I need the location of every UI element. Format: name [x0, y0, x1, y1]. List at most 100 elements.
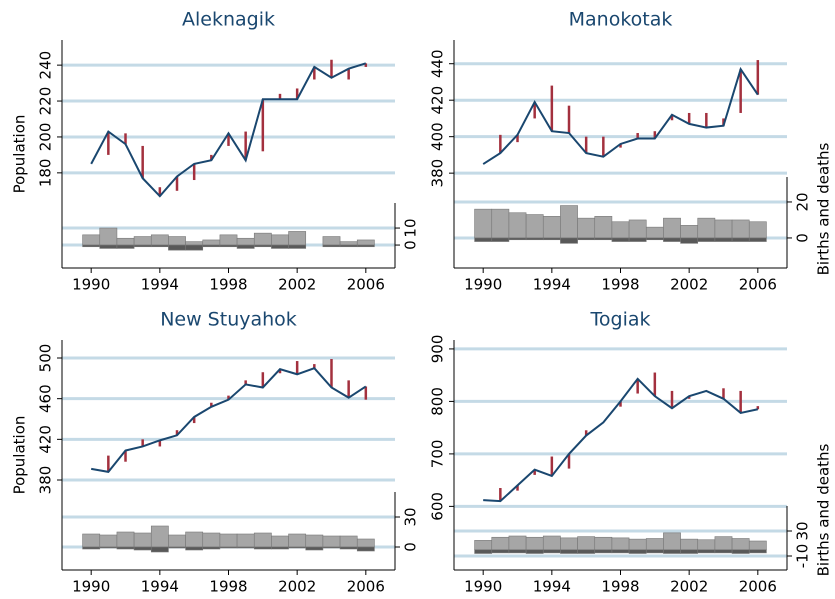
bar: [542, 549, 561, 554]
bar: [731, 549, 750, 554]
population-line: [90, 62, 367, 198]
y2-tick-label: 10: [402, 218, 420, 237]
x-tick-label: 2002: [670, 276, 708, 294]
bar: [322, 244, 341, 248]
bar: [474, 540, 493, 551]
bar: [474, 237, 493, 242]
x-tick-label: 1998: [601, 276, 639, 294]
x-tick-label: 1998: [209, 578, 247, 596]
bar: [150, 234, 169, 246]
x-tick-label: 2002: [278, 276, 316, 294]
bar: [697, 217, 716, 239]
bar: [508, 549, 527, 554]
bar: [748, 221, 767, 239]
y-tick-label: 240: [37, 51, 55, 80]
bar: [82, 234, 101, 246]
y2-tick-label: 0: [402, 542, 420, 552]
bar: [714, 536, 733, 551]
bar: [133, 236, 152, 246]
y-tick-label: 400: [429, 122, 447, 151]
bar: [663, 549, 681, 554]
panel-title: Aleknagik: [182, 9, 275, 31]
bar: [150, 244, 169, 248]
bar: [714, 219, 733, 239]
bar: [645, 538, 664, 551]
bar: [185, 241, 204, 246]
x-tick-label: 1990: [72, 276, 110, 294]
bar: [491, 237, 510, 242]
bar: [748, 540, 767, 551]
bar: [731, 219, 750, 239]
bar: [219, 533, 238, 548]
y2-tick-label: 20: [794, 192, 812, 211]
y-tick-label: 440: [429, 49, 447, 78]
bar: [645, 226, 664, 239]
x-tick-label: 1994: [141, 276, 179, 294]
bar: [219, 546, 238, 549]
bar: [714, 549, 733, 554]
bar: [339, 241, 358, 246]
population-line: [91, 366, 367, 473]
bar: [748, 237, 767, 242]
bar: [82, 244, 101, 248]
bar: [356, 538, 375, 548]
bar: [219, 234, 238, 246]
y-tick-label: 600: [429, 492, 447, 521]
y-tick-label: 800: [429, 387, 447, 416]
bar: [611, 549, 630, 554]
y2-axis-label: Births and deaths: [815, 142, 833, 275]
bar: [168, 236, 186, 246]
bar: [680, 237, 699, 244]
y-tick-label: 500: [37, 344, 55, 373]
bar: [663, 237, 681, 242]
bar: [99, 244, 118, 249]
bar: [577, 237, 596, 241]
bar: [99, 546, 118, 549]
bar: [645, 237, 664, 241]
bar: [116, 546, 135, 550]
bar: [202, 239, 221, 246]
bar: [133, 546, 152, 551]
bar: [594, 549, 613, 554]
bar: [508, 212, 527, 239]
y-tick-label: 220: [37, 87, 55, 116]
y-tick-label: 380: [429, 159, 447, 188]
bar: [271, 234, 289, 246]
bar: [697, 549, 716, 554]
x-tick-label: 2002: [278, 578, 316, 596]
bar: [680, 549, 699, 554]
bar: [271, 546, 289, 550]
bar: [185, 546, 204, 551]
population-line: [483, 377, 759, 503]
bar: [577, 549, 596, 554]
x-tick-label: 1990: [464, 578, 502, 596]
bar: [697, 539, 716, 551]
bar: [577, 536, 596, 551]
y2-tick-label: 0: [794, 233, 812, 243]
bar: [305, 534, 324, 548]
bar: [202, 532, 221, 548]
bar: [491, 536, 510, 551]
bar: [271, 535, 289, 548]
bar: [611, 221, 630, 239]
bar: [594, 237, 613, 241]
bar: [339, 244, 358, 248]
x-tick-label: 2002: [670, 578, 708, 596]
bar: [611, 237, 630, 242]
bar: [236, 244, 255, 249]
y-tick-label: 380: [37, 466, 55, 495]
bar: [508, 535, 527, 551]
y-tick-label: 460: [37, 384, 55, 413]
bar: [202, 546, 221, 550]
bar: [628, 237, 647, 242]
bar: [150, 525, 169, 548]
bar: [150, 546, 169, 553]
bar: [491, 549, 510, 554]
bar: [219, 244, 238, 248]
population-line: [482, 66, 759, 165]
x-tick-label: 2006: [739, 276, 777, 294]
x-tick-label: 1990: [72, 578, 110, 596]
bar: [202, 244, 221, 248]
bar: [542, 237, 561, 241]
